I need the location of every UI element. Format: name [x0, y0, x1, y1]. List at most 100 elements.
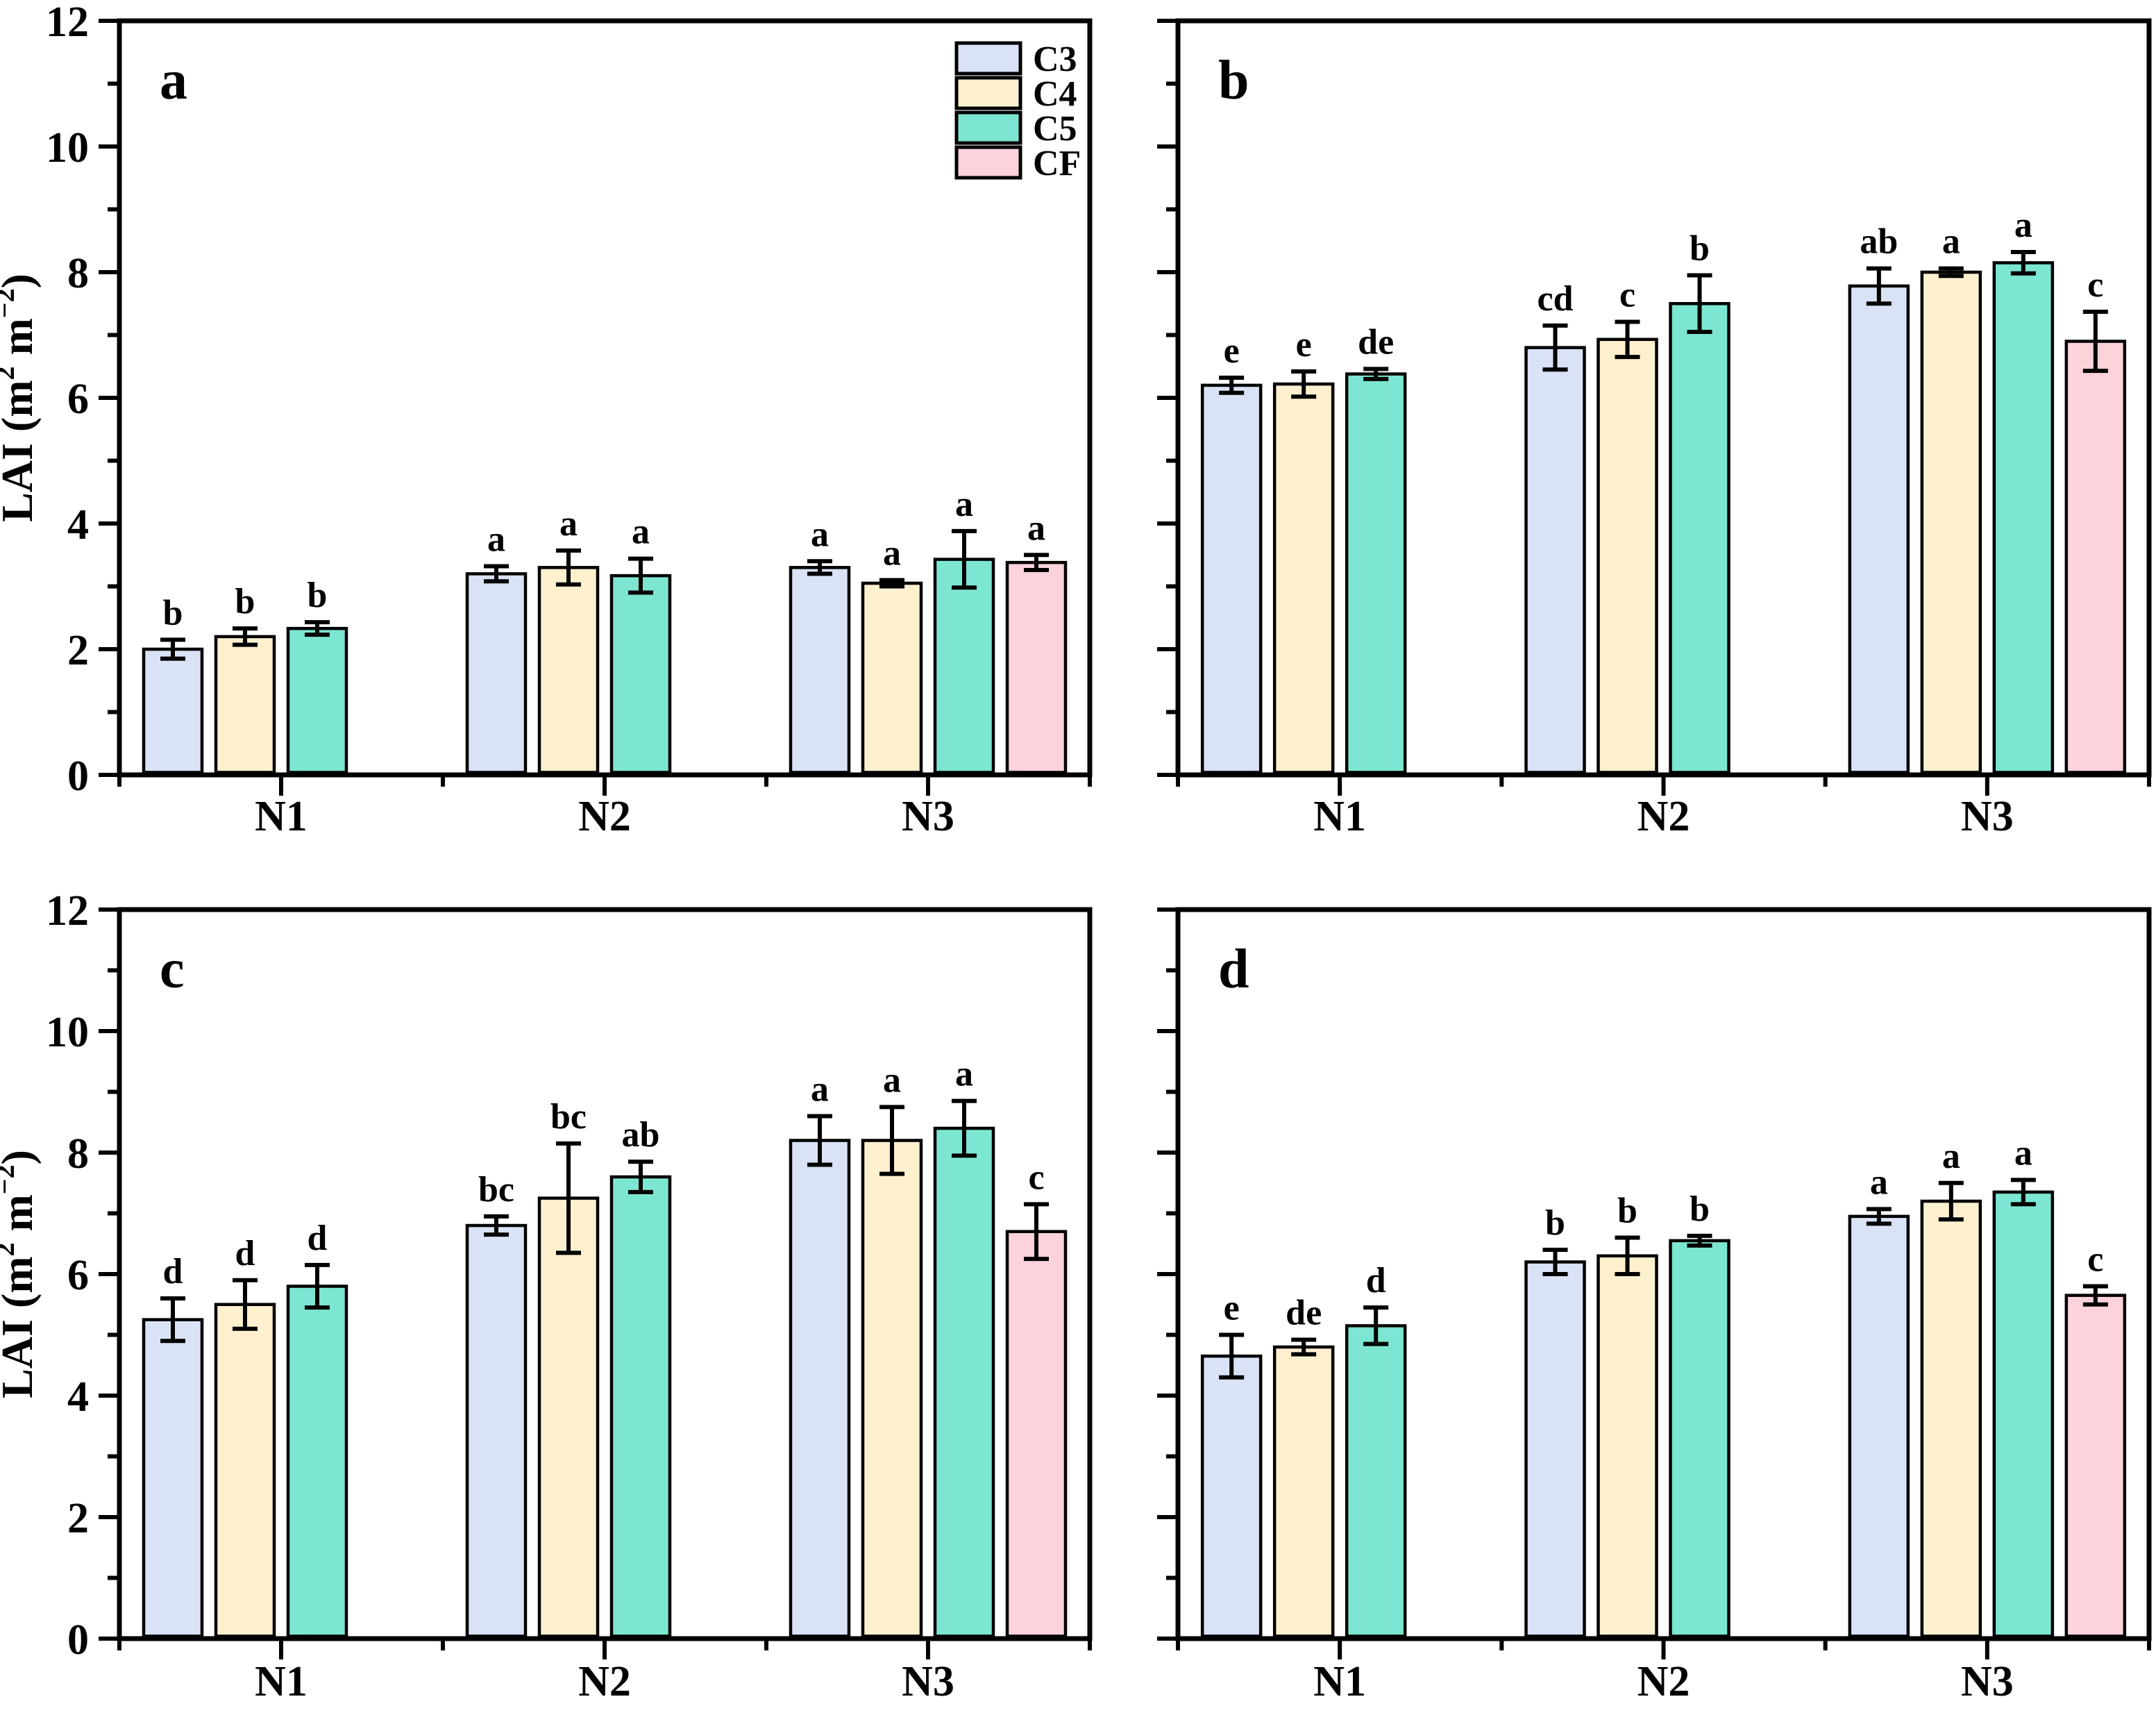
bar-C5-N1-panel-d	[1345, 1324, 1407, 1638]
sig-letter: d	[308, 1219, 328, 1258]
sig-letter: c	[1619, 275, 1635, 315]
bar-C5-N2-panel-a	[609, 574, 672, 774]
bar-C4-N3-panel-d	[1920, 1199, 1982, 1638]
sig-letter: e	[1296, 325, 1312, 365]
x-tick-label: N2	[578, 793, 631, 840]
bar-C3-N3-panel-b	[1848, 284, 1910, 774]
bar-C4-N3-panel-b	[1920, 270, 1982, 774]
bar-CF-N3-panel-a	[1005, 560, 1068, 774]
panel-c: 0 2 4 6 8 10 12 N1 N2 N3 LAI (m2​ m−2​) c d bc a d bc a d a…	[0, 887, 1093, 1705]
x-tick-label: N2	[578, 1658, 631, 1705]
bar-C4-N3-panel-a	[861, 581, 923, 774]
sig-letter: a	[1942, 1137, 1960, 1176]
legend-swatch-C5	[954, 110, 1022, 145]
sig-letter: a	[2014, 1133, 2032, 1173]
sig-letter: a	[955, 1055, 973, 1094]
x-tick-label: N1	[255, 1658, 308, 1705]
y-tick-label: 8	[67, 250, 89, 297]
sig-letter: d	[235, 1234, 255, 1273]
y-tick-label: 10	[46, 124, 89, 172]
bar-C4-N1-panel-d	[1272, 1345, 1335, 1638]
legend-label-C4: C4	[1033, 74, 1077, 114]
y-tick-label: 4	[67, 501, 89, 549]
bar-C3-N1-panel-b	[1200, 383, 1263, 774]
bar-C3-N1-panel-d	[1200, 1354, 1263, 1638]
bar-C4-N2-panel-c	[537, 1196, 600, 1638]
bar-C5-N1-panel-c	[286, 1285, 348, 1638]
sig-letter: a	[811, 514, 829, 554]
sig-letter: b	[235, 582, 255, 621]
bar-C3-N2-panel-b	[1524, 346, 1586, 774]
bar-CF-N3-panel-d	[2064, 1294, 2127, 1638]
bar-C5-N2-panel-c	[609, 1175, 672, 1638]
bar-CF-N3-panel-b	[2064, 340, 2127, 774]
y-tick-label: 6	[67, 376, 89, 423]
bar-C3-N2-panel-a	[465, 572, 528, 774]
x-tick-label: N3	[1961, 1658, 2014, 1705]
sig-letter: a	[559, 504, 578, 544]
y-tick-label: 12	[46, 0, 89, 46]
bar-C3-N1-panel-a	[142, 647, 204, 774]
panel-letter: b	[1218, 50, 1249, 111]
bar-C3-N3-panel-a	[789, 566, 851, 774]
legend-label-C3: C3	[1033, 40, 1077, 79]
sig-letter: de	[1358, 322, 1394, 362]
sig-letter: d	[1366, 1261, 1386, 1300]
y-tick-label: 8	[67, 1130, 89, 1178]
sig-letter: cd	[1538, 279, 1574, 319]
sig-letter: c	[2087, 265, 2103, 305]
bar-C5-N3-panel-b	[1992, 261, 2055, 774]
sig-letter: b	[1545, 1203, 1565, 1243]
sig-letter: ab	[1860, 222, 1898, 262]
legend-swatch-C4	[954, 76, 1022, 110]
legend-label-CF: CF	[1033, 144, 1081, 183]
panel-a: 0 2 4 6 8 10 12 N1 N2 N3 LAI (m2​ m−2​) a b a a b a a b a a a…	[0, 0, 1093, 840]
sig-letter: a	[1870, 1162, 1888, 1202]
sig-letter: a	[1942, 222, 1960, 262]
legend-swatch-C3	[954, 41, 1022, 76]
sig-letter: a	[2014, 206, 2032, 245]
x-tick-label: N2	[1637, 793, 1690, 840]
sig-letter: a	[487, 520, 505, 560]
sig-letter: c	[2087, 1240, 2103, 1280]
sig-letter: ab	[622, 1115, 660, 1155]
sig-letter: bc	[478, 1170, 514, 1210]
sig-letter: a	[955, 485, 973, 524]
sig-letter: b	[163, 593, 183, 633]
bar-C3-N3-panel-c	[789, 1139, 851, 1638]
legend-swatch-CF	[954, 145, 1022, 180]
sig-letter: c	[1028, 1157, 1044, 1197]
sig-letter: b	[1690, 1189, 1710, 1229]
bar-C4-N2-panel-a	[537, 566, 600, 774]
sig-letter: e	[1224, 331, 1240, 371]
x-tick-label: N2	[1637, 1658, 1690, 1705]
sig-letter: a	[883, 1060, 901, 1100]
y-tick-label: 2	[67, 627, 89, 674]
y-axis-title: LAI (m2​ m−2​)	[0, 274, 42, 522]
bar-C3-N2-panel-d	[1524, 1260, 1586, 1638]
y-tick-label: 0	[67, 1616, 89, 1664]
bar-C3-N1-panel-c	[142, 1318, 204, 1638]
sig-letter: bc	[550, 1097, 587, 1137]
sig-letter: d	[163, 1252, 183, 1291]
sig-letter: e	[1224, 1289, 1240, 1328]
bar-C4-N1-panel-a	[214, 635, 276, 774]
y-tick-label: 4	[67, 1373, 89, 1421]
panel-letter: c	[160, 939, 185, 1000]
sig-letter: a	[632, 512, 650, 552]
sig-letter: a	[1027, 508, 1045, 548]
panel-letter: d	[1218, 939, 1249, 1000]
sig-letter: b	[1617, 1191, 1637, 1231]
sig-letter: a	[811, 1070, 829, 1110]
sig-letter: b	[1690, 229, 1710, 269]
y-tick-label: 6	[67, 1252, 89, 1299]
bar-C5-N3-panel-c	[933, 1126, 995, 1638]
y-axis-title: LAI (m2​ m−2​)	[0, 1150, 42, 1398]
bar-C5-N2-panel-d	[1669, 1239, 1730, 1638]
x-tick-label: N3	[1961, 793, 2014, 840]
y-tick-label: 2	[67, 1495, 89, 1542]
sig-letter: b	[308, 576, 328, 615]
